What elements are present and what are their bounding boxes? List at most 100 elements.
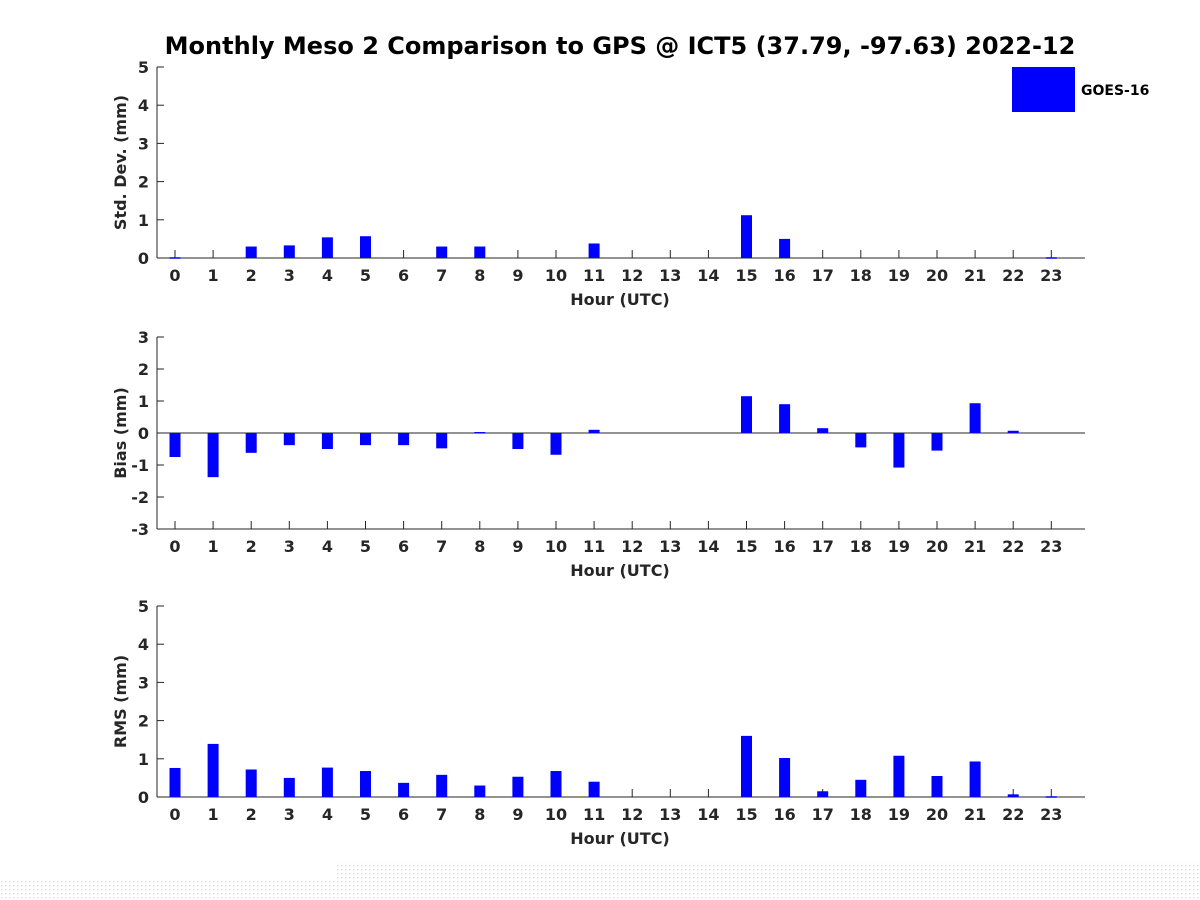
x-tick-label: 20: [926, 266, 948, 285]
bar-hour-8: [474, 785, 486, 797]
x-tick-label: 7: [436, 537, 447, 556]
x-tick-label: 5: [360, 537, 371, 556]
bar-hour-1: [207, 433, 219, 478]
bar-hour-5: [360, 771, 371, 797]
x-tick-label: 2: [246, 537, 257, 556]
bar-hour-16: [779, 238, 791, 258]
x-tick-label: 12: [621, 537, 643, 556]
bar-hour-20: [931, 433, 943, 451]
x-tick-label: 23: [1040, 537, 1062, 556]
x-tick-label: 3: [284, 537, 295, 556]
x-tick-label: 2: [246, 266, 257, 285]
x-tick-label: 13: [659, 266, 681, 285]
bar-hour-4: [321, 237, 333, 258]
y-tick-label: 2: [138, 173, 149, 192]
bar-hour-4: [321, 767, 333, 797]
bar-hour-10: [550, 433, 562, 455]
x-tick-label: 14: [697, 266, 719, 285]
bar-hour-16: [779, 404, 791, 433]
bar-hour-5: [360, 236, 371, 258]
bar-hour-22: [1007, 430, 1019, 433]
x-tick-label: 7: [436, 266, 447, 285]
bar-hour-21: [969, 403, 981, 433]
bar-hour-20: [931, 775, 943, 797]
x-tick-label: 13: [659, 537, 681, 556]
x-tick-label: 19: [888, 805, 910, 824]
bar-hour-2: [245, 433, 257, 453]
legend-swatch: [1012, 67, 1075, 112]
bar-hour-11: [588, 781, 600, 797]
x-axis-label: Hour (UTC): [570, 829, 670, 848]
x-tick-label: 17: [812, 537, 834, 556]
chart-title: Monthly Meso 2 Comparison to GPS @ ICT5 …: [165, 32, 1076, 60]
y-tick-label: -1: [131, 456, 149, 475]
x-tick-label: 1: [208, 537, 219, 556]
x-tick-label: 0: [169, 266, 180, 285]
x-tick-label: 4: [322, 537, 333, 556]
y-tick-label: 5: [138, 597, 149, 616]
x-tick-label: 19: [888, 266, 910, 285]
x-tick-label: 2: [246, 805, 257, 824]
x-tick-label: 20: [926, 537, 948, 556]
y-tick-label: 4: [138, 96, 149, 115]
y-tick-label: -3: [131, 520, 149, 539]
bar-hour-6: [398, 782, 410, 797]
x-tick-label: 21: [964, 266, 986, 285]
y-tick-label: 0: [138, 249, 149, 268]
x-tick-label: 6: [398, 266, 409, 285]
y-tick-label: 5: [138, 58, 149, 77]
x-tick-label: 15: [735, 537, 757, 556]
x-tick-label: 15: [735, 266, 757, 285]
bar-hour-1: [207, 743, 219, 797]
x-tick-label: 8: [474, 805, 485, 824]
x-tick-label: 9: [512, 266, 523, 285]
x-tick-label: 3: [284, 805, 295, 824]
bar-hour-19: [893, 433, 905, 468]
y-tick-label: 0: [138, 424, 149, 443]
x-tick-label: 14: [697, 537, 719, 556]
bar-hour-7: [436, 433, 448, 449]
y-tick-label: 2: [138, 712, 149, 731]
bar-hour-7: [436, 246, 448, 258]
x-tick-label: 5: [360, 266, 371, 285]
x-tick-label: 16: [773, 805, 795, 824]
bar-hour-2: [245, 769, 257, 797]
y-tick-label: 4: [138, 635, 149, 654]
x-tick-label: 4: [322, 805, 333, 824]
x-tick-label: 18: [850, 266, 872, 285]
bar-hour-10: [550, 771, 562, 797]
y-axis-label: Bias (mm): [111, 387, 130, 479]
bar-hour-9: [512, 433, 524, 449]
y-tick-label: -2: [131, 488, 149, 507]
bar-hour-22: [1007, 794, 1019, 797]
x-tick-label: 19: [888, 537, 910, 556]
x-tick-label: 23: [1040, 266, 1062, 285]
y-axis-label: Std. Dev. (mm): [111, 95, 130, 230]
x-tick-label: 21: [964, 537, 986, 556]
bar-hour-19: [893, 755, 905, 797]
bar-hour-8: [474, 432, 486, 434]
y-tick-label: 2: [138, 360, 149, 379]
bar-hour-3: [283, 433, 295, 446]
bar-hour-18: [855, 779, 867, 797]
x-tick-label: 9: [512, 805, 523, 824]
y-tick-label: 3: [138, 328, 149, 347]
bar-hour-16: [779, 758, 791, 797]
x-tick-label: 1: [208, 266, 219, 285]
x-tick-label: 17: [812, 266, 834, 285]
x-tick-label: 4: [322, 266, 333, 285]
x-tick-label: 21: [964, 805, 986, 824]
x-tick-label: 12: [621, 266, 643, 285]
bar-hour-8: [474, 246, 486, 258]
y-tick-label: 1: [138, 392, 149, 411]
x-tick-label: 23: [1040, 805, 1062, 824]
y-tick-label: 3: [138, 134, 149, 153]
x-tick-label: 11: [583, 537, 605, 556]
x-tick-label: 10: [545, 805, 567, 824]
bar-hour-9: [512, 776, 524, 797]
x-tick-label: 6: [398, 805, 409, 824]
